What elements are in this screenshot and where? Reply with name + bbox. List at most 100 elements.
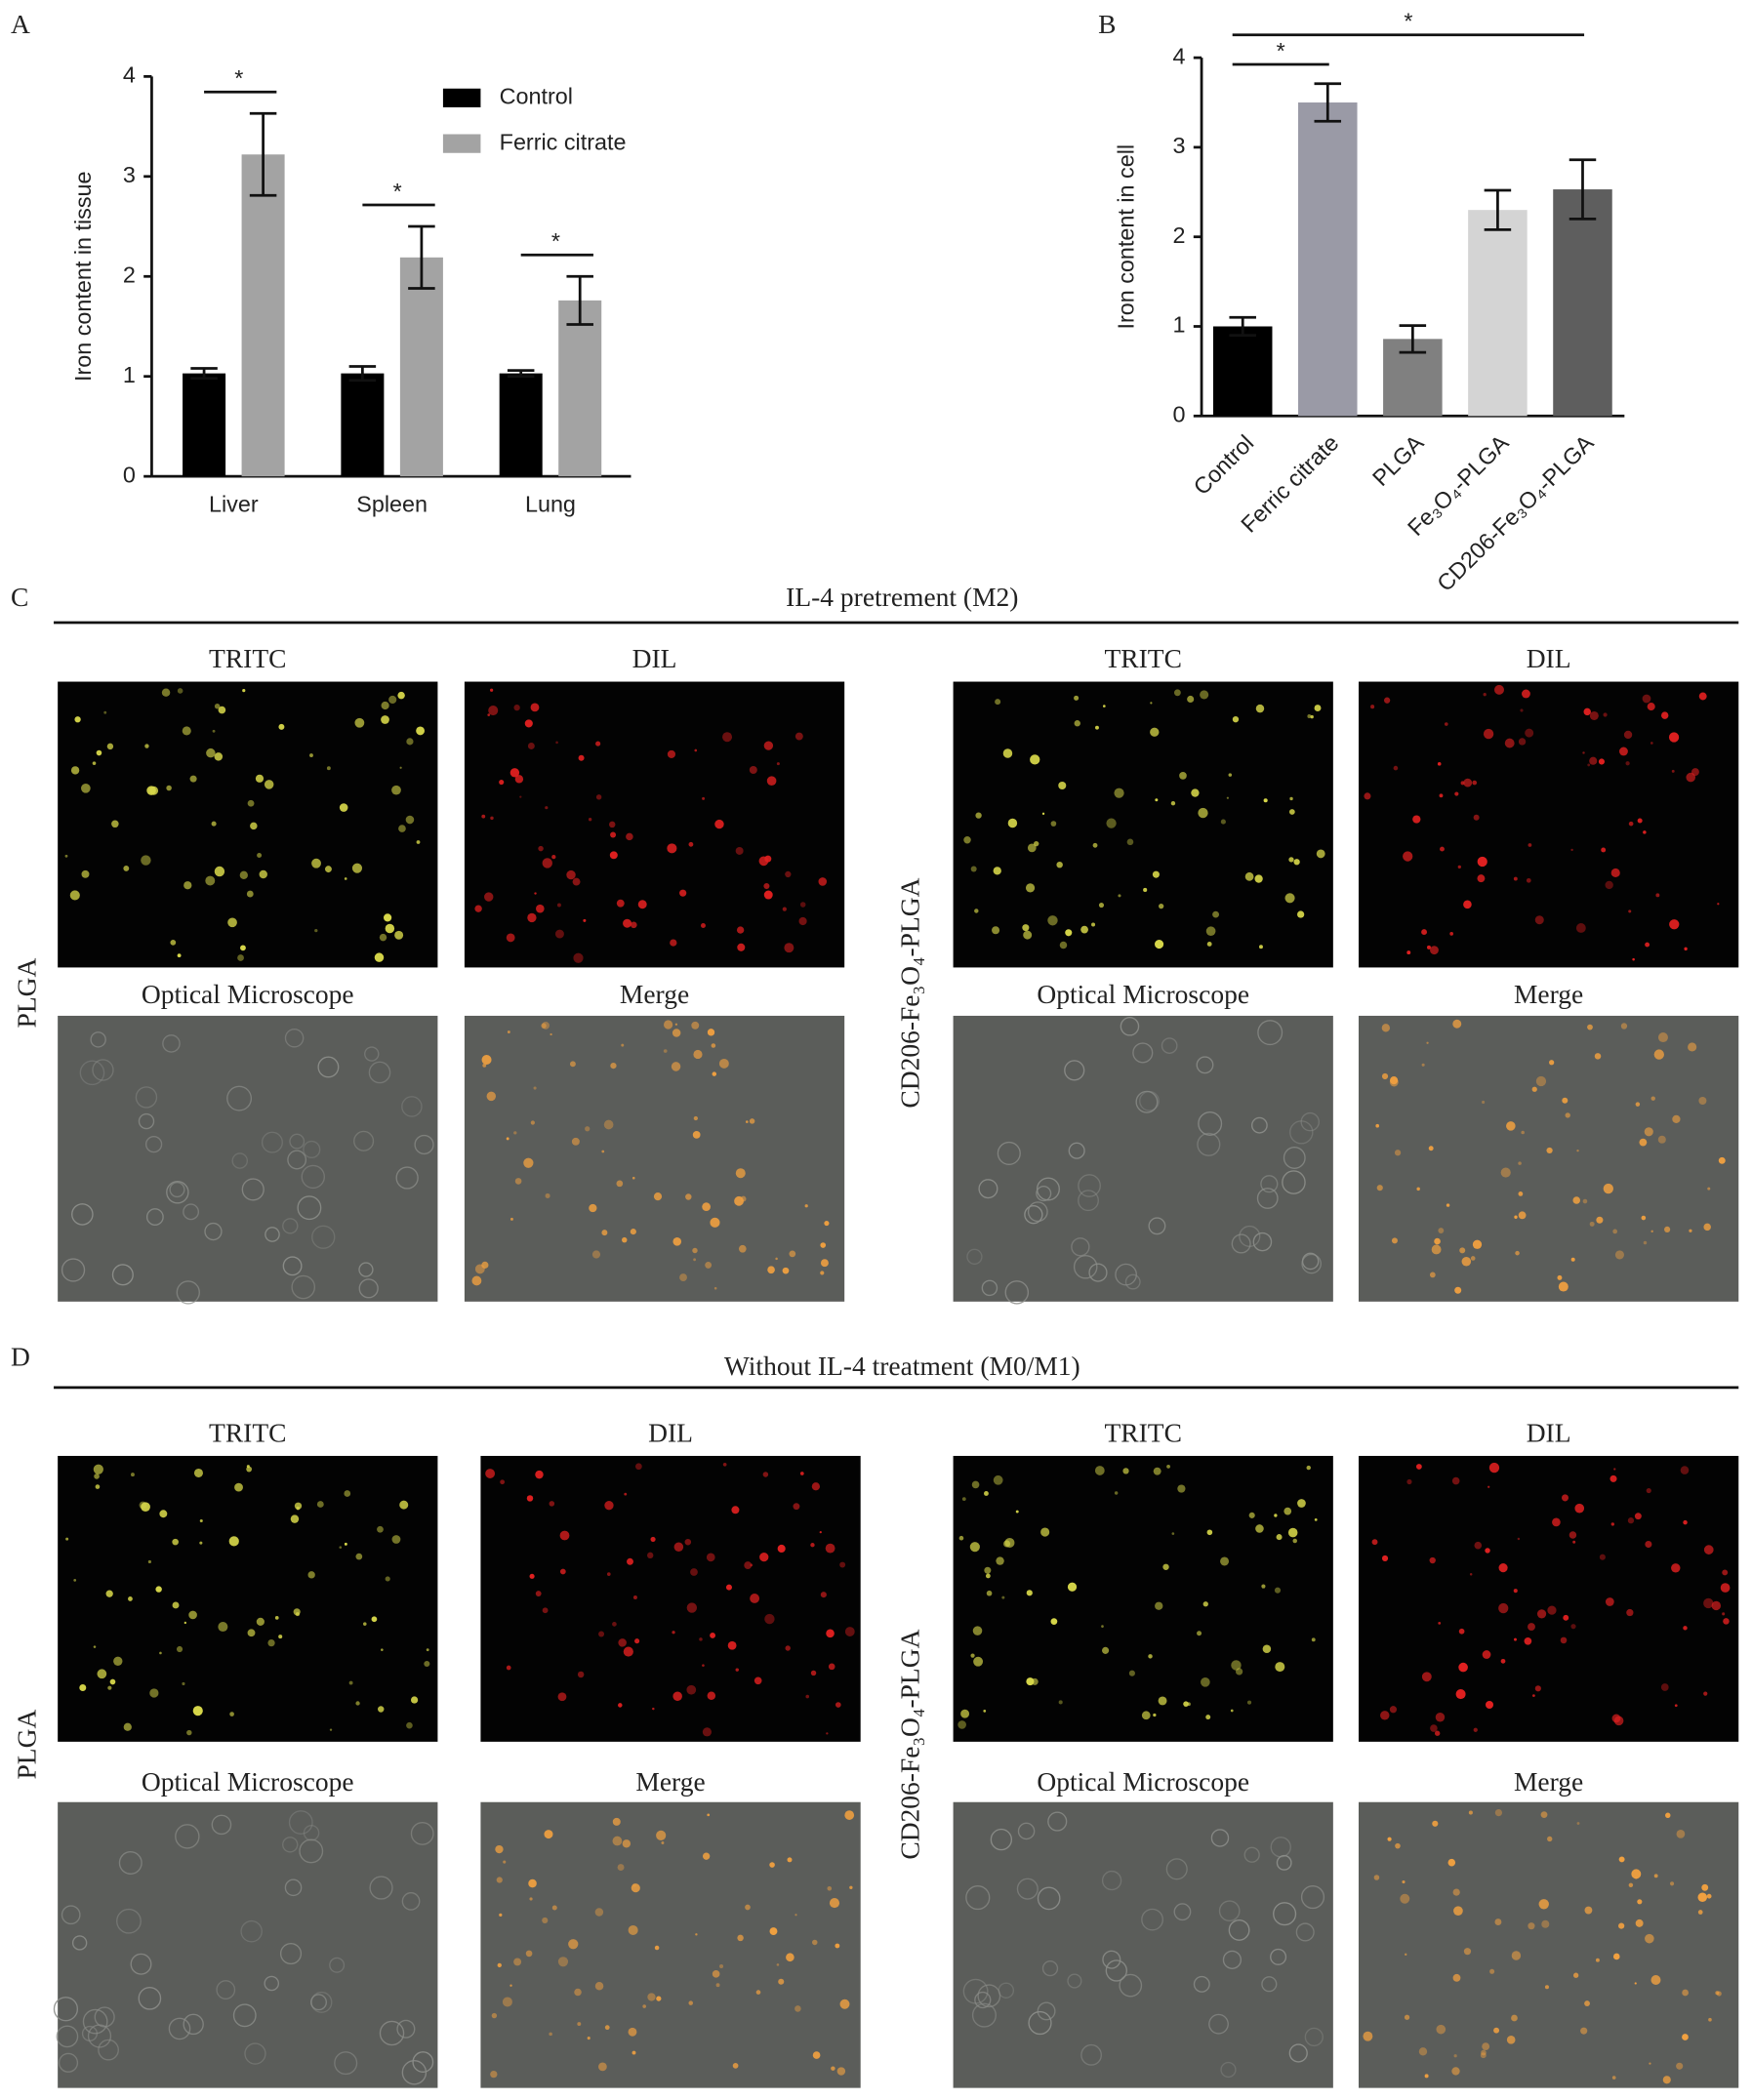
y-tick-label: 0 <box>1173 401 1186 426</box>
cell <box>759 1552 769 1562</box>
cell <box>1570 1624 1576 1630</box>
cell <box>1255 704 1265 713</box>
cell <box>632 2050 636 2055</box>
image-title: Optical Microscope <box>1037 979 1249 1009</box>
cell <box>1684 947 1688 950</box>
cell <box>1634 1982 1637 1985</box>
cell <box>533 1086 537 1090</box>
cell <box>601 1150 605 1153</box>
cell <box>1458 1628 1465 1635</box>
cell <box>1452 1973 1461 1982</box>
cell <box>1387 1837 1392 1841</box>
cell <box>1220 2061 1237 2079</box>
cell <box>1256 1188 1279 1209</box>
cell <box>825 1543 835 1554</box>
cell <box>744 1561 753 1569</box>
cell <box>107 1685 112 1690</box>
cell <box>1589 1221 1595 1227</box>
panel-title: IL-4 pretrement (M2) <box>786 582 1018 612</box>
cell <box>261 1131 283 1153</box>
cell <box>503 1860 507 1864</box>
cell <box>559 1568 566 1575</box>
cell <box>405 815 415 825</box>
cell <box>147 1559 151 1564</box>
cell <box>577 2022 582 2027</box>
cell <box>1191 788 1200 797</box>
cell <box>278 1635 283 1639</box>
cell <box>529 1573 535 1579</box>
cell <box>513 704 520 711</box>
cell <box>705 1261 713 1269</box>
cell <box>594 1982 604 1991</box>
cell <box>385 1576 390 1582</box>
cell <box>1557 1274 1563 1280</box>
cell <box>1603 712 1608 717</box>
bar <box>1298 102 1358 417</box>
cell <box>1642 694 1651 704</box>
cell <box>111 820 119 828</box>
cell <box>495 1844 504 1854</box>
cell <box>69 890 80 901</box>
cell <box>166 785 172 791</box>
cell <box>481 814 486 819</box>
cell <box>713 1286 717 1290</box>
cell <box>839 1561 846 1568</box>
cell <box>1047 1811 1068 1832</box>
cell <box>804 1204 808 1208</box>
y-tick-label: 1 <box>123 362 136 387</box>
cell <box>388 695 397 705</box>
cell <box>1472 780 1478 786</box>
cell <box>1605 1597 1614 1606</box>
cell <box>1461 1256 1472 1267</box>
cell <box>1514 1215 1518 1219</box>
panel-label: C <box>11 582 28 612</box>
cell <box>1200 690 1209 700</box>
cell <box>1261 1976 1278 1993</box>
cell <box>583 918 587 922</box>
cell <box>555 741 558 745</box>
cell <box>1601 847 1607 853</box>
cell <box>79 1683 87 1691</box>
cell <box>1482 1100 1486 1105</box>
cell <box>587 2037 591 2040</box>
cell <box>1650 742 1653 745</box>
cell <box>354 717 365 728</box>
cell <box>1155 798 1159 802</box>
cell <box>775 1257 778 1261</box>
cell <box>1183 1701 1189 1707</box>
cell <box>1231 1660 1242 1671</box>
cell <box>1284 893 1295 904</box>
cell <box>961 1497 966 1502</box>
cell <box>1569 1531 1577 1539</box>
cell <box>199 1541 203 1545</box>
cell <box>1587 1024 1593 1030</box>
cell <box>616 899 625 908</box>
micrograph <box>1358 1455 1739 1742</box>
cell <box>1653 1049 1664 1060</box>
cell <box>992 926 1000 935</box>
cell <box>1570 1257 1575 1262</box>
cell <box>1073 1254 1098 1279</box>
cell <box>155 1586 162 1593</box>
cell <box>826 1732 829 1735</box>
cell <box>530 703 540 712</box>
cell <box>291 1274 316 1300</box>
cell <box>1451 1476 1460 1485</box>
legend-swatch <box>442 88 481 108</box>
cell <box>1150 702 1153 705</box>
x-tick-label: Lung <box>525 492 576 517</box>
cell <box>1288 857 1294 863</box>
cell <box>754 1676 762 1685</box>
cell <box>1440 846 1445 852</box>
cell <box>826 1629 835 1638</box>
cell <box>1434 1730 1441 1736</box>
cell <box>618 1703 623 1708</box>
cell <box>630 921 637 929</box>
cell <box>970 1653 975 1658</box>
cell <box>1485 1700 1494 1709</box>
image-title: TRITC <box>209 643 286 673</box>
cell <box>506 1137 509 1141</box>
cell <box>1421 929 1428 936</box>
cell <box>484 892 494 902</box>
cell <box>490 816 494 821</box>
